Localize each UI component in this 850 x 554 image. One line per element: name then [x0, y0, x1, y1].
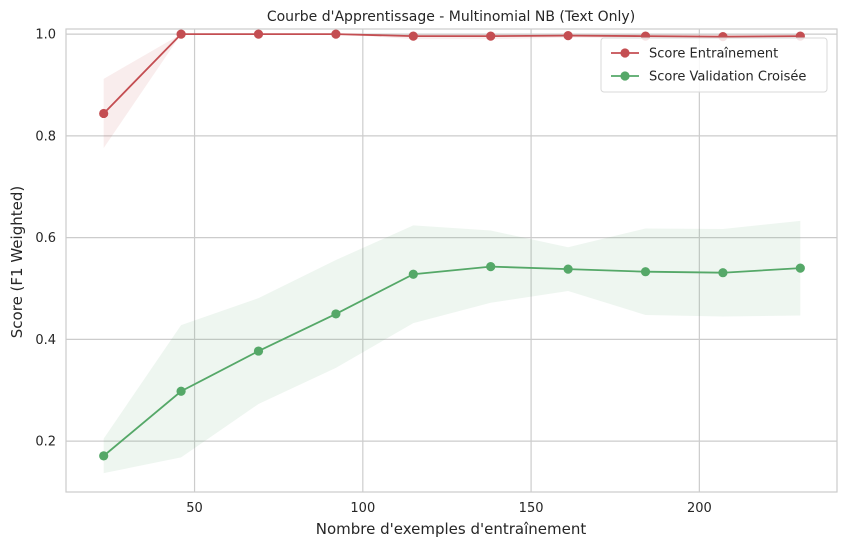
data-point	[640, 267, 651, 277]
plot-frame	[65, 28, 838, 493]
data-point	[99, 451, 109, 461]
data-point	[486, 262, 496, 272]
legend-marker	[620, 71, 630, 81]
data-point	[795, 263, 805, 273]
y-tick-label: 0.4	[35, 333, 56, 348]
y-tick-label: 0.8	[35, 129, 56, 144]
confidence-band	[103, 220, 801, 474]
legend-box	[600, 37, 828, 93]
data-point	[253, 346, 264, 356]
grid-lines	[66, 29, 837, 492]
y-tick-label: 1.0	[35, 28, 56, 43]
data-point	[99, 108, 109, 119]
legend-marker	[620, 48, 630, 58]
data-point	[331, 309, 341, 319]
y-axis-label: Score (F1 Weighted)	[8, 186, 26, 338]
data-point	[253, 29, 264, 39]
x-tick-label: 50	[186, 501, 203, 516]
data-point	[563, 31, 573, 41]
series-line	[103, 265, 801, 457]
y-tick-label: 0.6	[35, 231, 56, 246]
series-line	[103, 33, 801, 115]
series-lines	[99, 29, 805, 461]
data-point	[408, 31, 418, 41]
data-point	[176, 29, 186, 39]
confidence-bands	[103, 34, 801, 474]
axes: 50 100 150 200 0.2 0.4 0.6 0.8 1.0	[35, 28, 838, 516]
data-point	[486, 31, 496, 41]
legend-label: Score Validation Croisée	[649, 70, 806, 85]
data-point	[408, 269, 418, 279]
y-tick-label: 0.2	[35, 435, 56, 450]
x-tick-label: 200	[687, 501, 712, 516]
data-point	[331, 29, 341, 39]
x-axis-label: Nombre d'exemples d'entraînement	[316, 520, 587, 538]
x-tick-label: 150	[519, 501, 544, 516]
data-point	[563, 264, 573, 274]
x-tick-label: 100	[350, 501, 375, 516]
legend-label: Score Entraînement	[649, 47, 778, 62]
data-point	[718, 268, 728, 278]
data-point	[176, 386, 186, 396]
chart-title: Courbe d'Apprentissage - Multinomial NB …	[267, 9, 635, 25]
legend: Score Entraînement Score Validation Crois…	[600, 37, 828, 93]
